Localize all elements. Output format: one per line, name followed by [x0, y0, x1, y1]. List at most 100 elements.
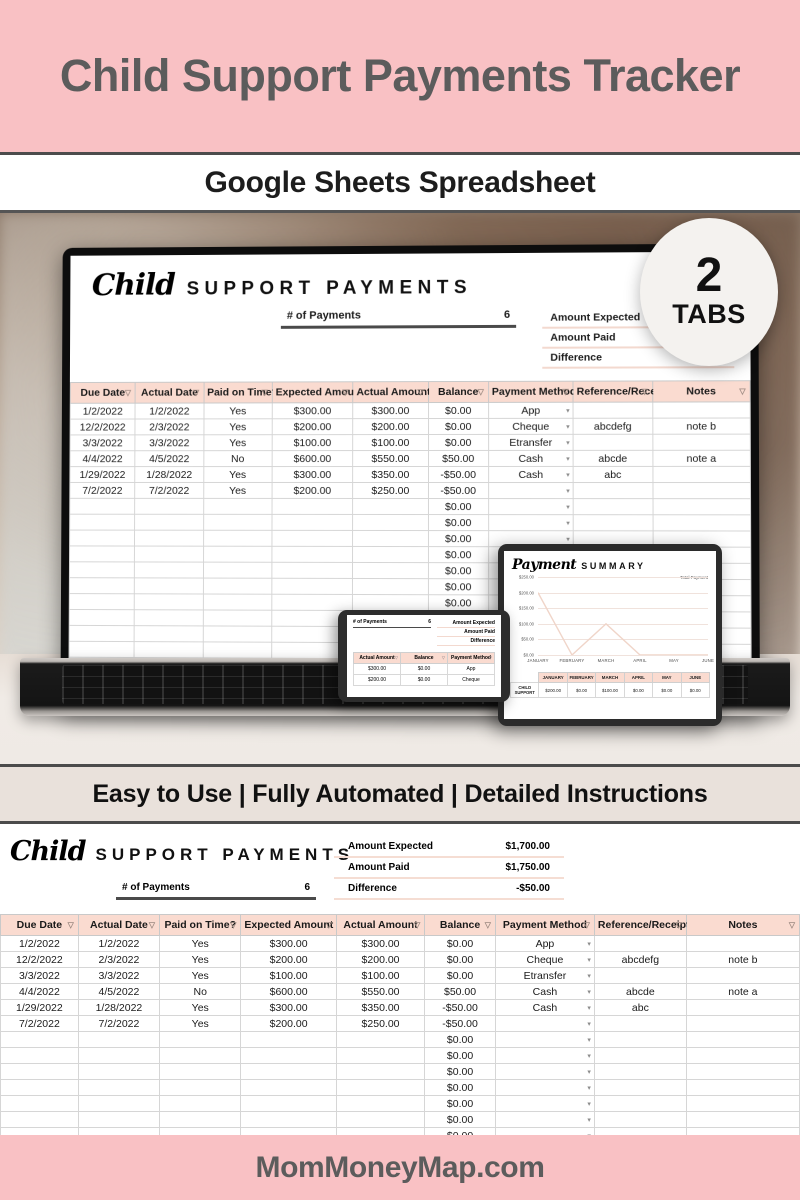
cell-paid[interactable]: $550.00 — [352, 450, 429, 467]
cell-ontime[interactable] — [159, 1079, 242, 1096]
cell-reference[interactable] — [593, 1031, 687, 1048]
column-header-actual-date[interactable]: Actual Date ▽ — [77, 914, 161, 936]
cell-expected[interactable]: $300.00 — [271, 466, 353, 483]
cell-actual[interactable] — [134, 561, 204, 579]
dropdown-arrow-icon[interactable]: ▾ — [587, 1004, 591, 1012]
cell-due[interactable] — [69, 498, 135, 515]
dropdown-arrow-icon[interactable]: ▾ — [566, 407, 570, 415]
cell-balance[interactable]: -$50.00 — [428, 482, 489, 499]
cell-balance[interactable]: $0.00 — [428, 546, 489, 563]
cell-expected[interactable]: $200.00 — [271, 482, 353, 499]
cell-notes[interactable] — [652, 466, 751, 483]
cell-expected[interactable] — [240, 1031, 337, 1048]
column-header-expected-amount[interactable]: Expected Amount ▽ — [272, 381, 364, 403]
table-row-empty[interactable]: $0.00 ▾ — [0, 1111, 800, 1128]
table-row[interactable]: 1/2/2022 1/2/2022 Yes $300.00 $300.00 $0.00 Ap… — [0, 935, 800, 952]
column-header-reference-receipt[interactable]: Reference/Receipt ▽ — [573, 380, 669, 403]
table-row[interactable]: 3/3/2022 3/3/2022 Yes $100.00 $100.00 $0.00 Et… — [70, 434, 751, 451]
phone-table-row[interactable]: $300.00 $0.00 App — [353, 663, 495, 675]
cell-balance[interactable]: $0.00 — [424, 1031, 496, 1048]
cell-reference[interactable] — [573, 498, 653, 515]
cell-expected[interactable]: $100.00 — [272, 434, 353, 451]
cell-ontime[interactable]: Yes — [203, 418, 273, 435]
filter-icon[interactable]: ▽ — [441, 655, 445, 660]
cell-reference[interactable]: abcde — [573, 450, 653, 467]
table-row[interactable]: 12/2/2022 2/3/2022 Yes $200.00 $200.00 $0.00 C… — [70, 417, 751, 435]
cell-actual[interactable]: 1/2/2022 — [77, 935, 161, 952]
cell-reference[interactable] — [573, 402, 653, 419]
cell-notes[interactable] — [685, 1047, 800, 1064]
cell-method[interactable]: App ▾ — [488, 402, 574, 419]
cell-paid[interactable] — [335, 1079, 426, 1096]
cell-paid[interactable]: $550.00 — [335, 983, 426, 1000]
cell-balance[interactable]: $0.00 — [428, 530, 489, 547]
cell-expected[interactable] — [240, 1111, 337, 1128]
cell-notes[interactable] — [685, 1031, 800, 1048]
dropdown-arrow-icon[interactable]: ▾ — [566, 503, 570, 511]
cell-notes[interactable] — [685, 967, 800, 984]
cell-paid[interactable]: $100.00 — [352, 434, 429, 451]
cell-method[interactable]: Cheque ▾ — [494, 951, 595, 968]
cell-notes[interactable]: note b — [652, 417, 751, 435]
filter-icon[interactable]: ▽ — [414, 920, 421, 930]
cell-balance[interactable]: $0.00 — [428, 418, 489, 435]
cell-notes[interactable] — [652, 401, 751, 419]
cell-paid[interactable]: $350.00 — [335, 999, 426, 1016]
cell-due[interactable]: 12/2/2022 — [0, 951, 79, 968]
table-row[interactable]: 7/2/2022 7/2/2022 Yes $200.00 $250.00 -$50.00… — [0, 1015, 800, 1032]
column-header-paid-on-time[interactable]: Paid on Time? ▽ — [159, 914, 242, 936]
phone-column-header[interactable]: Actual Amount ▽ — [353, 652, 401, 664]
filter-icon[interactable]: ▽ — [67, 920, 74, 930]
cell-method[interactable]: ▾ — [494, 1047, 595, 1064]
filter-icon[interactable]: ▽ — [124, 388, 131, 398]
cell-actual[interactable]: 3/3/2022 — [135, 434, 204, 451]
cell-paid[interactable]: $250.00 — [335, 1015, 426, 1032]
cell-method[interactable]: Etransfer ▾ — [488, 434, 574, 451]
column-header-reference-receipt[interactable]: Reference/Receipt ▽ — [593, 914, 690, 936]
filter-icon[interactable]: ▽ — [261, 387, 268, 397]
cell-ontime[interactable]: Yes — [159, 999, 242, 1016]
cell-paid[interactable]: $200.00 — [353, 674, 401, 686]
dropdown-arrow-icon[interactable]: ▾ — [566, 487, 570, 495]
cell-due[interactable] — [69, 514, 135, 531]
cell-notes[interactable] — [652, 514, 751, 532]
column-header-notes[interactable]: Notes ▽ — [652, 380, 751, 403]
cell-due[interactable]: 7/2/2022 — [0, 1015, 79, 1032]
cell-due[interactable]: 1/29/2022 — [0, 999, 79, 1016]
phone-column-header[interactable]: Payment Method ▽ — [447, 652, 495, 664]
cell-expected[interactable] — [271, 530, 353, 547]
cell-expected[interactable] — [240, 1047, 337, 1064]
cell-method[interactable]: App — [447, 663, 495, 675]
cell-actual[interactable]: 1/28/2022 — [135, 466, 204, 483]
cell-balance[interactable]: $0.00 — [428, 514, 489, 531]
cell-notes[interactable] — [685, 1111, 800, 1128]
cell-due[interactable]: 3/3/2022 — [0, 967, 79, 984]
cell-balance[interactable]: $0.00 — [427, 578, 489, 595]
cell-paid[interactable] — [335, 1111, 426, 1128]
cell-ontime[interactable]: Yes — [203, 482, 272, 499]
column-header-due-date[interactable]: Due Date ▽ — [70, 382, 136, 404]
cell-balance[interactable]: $0.00 — [400, 674, 448, 686]
cell-expected[interactable] — [271, 562, 353, 579]
dropdown-arrow-icon[interactable]: ▾ — [587, 1068, 591, 1076]
cell-balance[interactable]: $0.00 — [424, 1079, 496, 1096]
dropdown-arrow-icon[interactable]: ▾ — [566, 439, 570, 447]
dropdown-arrow-icon[interactable]: ▾ — [587, 988, 591, 996]
cell-balance[interactable]: $0.00 — [424, 1111, 496, 1128]
cell-ontime[interactable]: Yes — [159, 935, 242, 952]
cell-actual[interactable] — [134, 546, 204, 563]
cell-reference[interactable]: abcdefg — [573, 418, 653, 435]
cell-expected[interactable] — [271, 578, 353, 595]
cell-paid[interactable]: $100.00 — [335, 967, 426, 984]
cell-ontime[interactable]: Yes — [159, 967, 242, 984]
cell-paid[interactable]: $300.00 — [352, 402, 429, 419]
cell-method[interactable]: App ▾ — [494, 935, 595, 952]
table-row[interactable]: 1/2/2022 1/2/2022 Yes $300.00 $300.00 $0.00 Ap… — [70, 401, 751, 420]
column-header-expected-amount[interactable]: Expected Amount ▽ — [240, 914, 337, 936]
cell-paid[interactable] — [352, 562, 429, 579]
cell-due[interactable] — [69, 625, 135, 642]
table-row-empty[interactable]: $0.00 ▾ — [69, 498, 751, 515]
cell-paid[interactable] — [352, 530, 429, 547]
cell-ontime[interactable]: No — [203, 450, 273, 467]
cell-method[interactable]: Cash ▾ — [494, 999, 595, 1016]
